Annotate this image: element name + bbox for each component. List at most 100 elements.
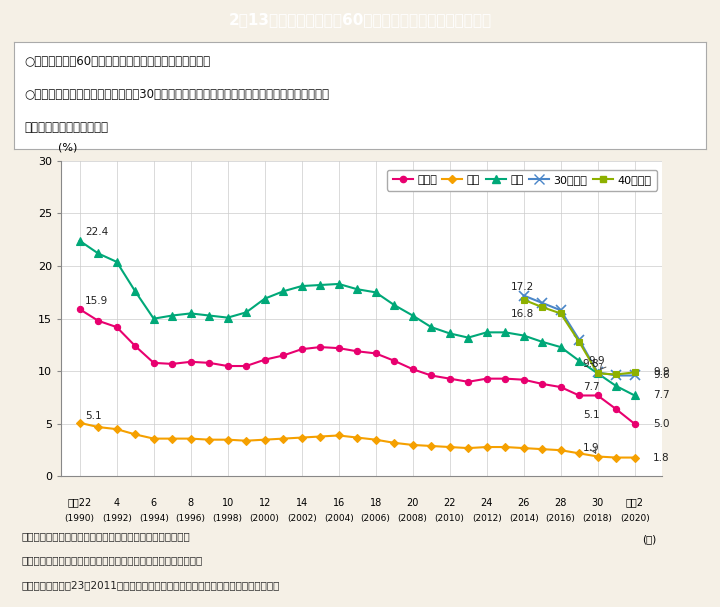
30代男性 bbox=[538, 299, 546, 307]
女性 bbox=[279, 435, 287, 443]
Text: (1994): (1994) bbox=[139, 514, 168, 523]
Text: (年): (年) bbox=[642, 534, 657, 544]
Text: (2006): (2006) bbox=[361, 514, 391, 523]
男性 bbox=[482, 329, 491, 336]
Text: ２．非農林業雇用者数（休業者を除く）に占める割合。: ２．非農林業雇用者数（休業者を除く）に占める割合。 bbox=[22, 555, 202, 565]
Text: (%): (%) bbox=[58, 143, 77, 152]
Text: 15.9: 15.9 bbox=[85, 296, 109, 306]
30代男性 bbox=[557, 307, 565, 314]
Text: (2012): (2012) bbox=[472, 514, 502, 523]
Legend: 男女計, 女性, 男性, 30代男性, 40代男性: 男女計, 女性, 男性, 30代男性, 40代男性 bbox=[387, 169, 657, 191]
女性 bbox=[372, 436, 380, 443]
30代男性 bbox=[575, 336, 583, 344]
男女計 bbox=[612, 405, 621, 413]
40代男性 bbox=[630, 368, 639, 376]
女性 bbox=[168, 435, 176, 443]
男女計 bbox=[242, 362, 251, 370]
女性 bbox=[186, 435, 195, 443]
男女計 bbox=[575, 392, 583, 399]
女性 bbox=[205, 436, 214, 443]
男性 bbox=[390, 301, 398, 308]
Text: 17.2: 17.2 bbox=[510, 282, 534, 293]
男女計 bbox=[205, 359, 214, 367]
Text: 5.1: 5.1 bbox=[85, 411, 102, 421]
男性 bbox=[372, 289, 380, 296]
Text: 5.1: 5.1 bbox=[583, 410, 600, 419]
男女計 bbox=[316, 344, 325, 351]
30代男性 bbox=[630, 372, 639, 379]
Text: 10: 10 bbox=[222, 498, 234, 507]
Line: 男女計: 男女計 bbox=[76, 306, 638, 427]
女性 bbox=[242, 437, 251, 444]
男女計 bbox=[131, 342, 140, 350]
Text: (2002): (2002) bbox=[287, 514, 317, 523]
Text: 比べて高くなっている。: 比べて高くなっている。 bbox=[24, 121, 109, 134]
Text: 1.8: 1.8 bbox=[653, 453, 670, 463]
女性 bbox=[76, 419, 84, 427]
Text: 平成22: 平成22 bbox=[68, 498, 92, 507]
女性 bbox=[557, 447, 565, 454]
Text: 4: 4 bbox=[114, 498, 120, 507]
男女計 bbox=[464, 378, 472, 385]
男女計 bbox=[76, 305, 84, 313]
女性 bbox=[94, 424, 102, 431]
女性 bbox=[612, 454, 621, 461]
女性 bbox=[482, 443, 491, 450]
男性 bbox=[519, 332, 528, 339]
Text: (2020): (2020) bbox=[620, 514, 649, 523]
女性 bbox=[427, 443, 436, 450]
Text: ○男女別に見ると、子育て期にある30代から４０代の男性において、女性や他の年代の男性と: ○男女別に見ると、子育て期にある30代から４０代の男性において、女性や他の年代の… bbox=[24, 88, 330, 101]
Text: 26: 26 bbox=[518, 498, 530, 507]
40代男性 bbox=[538, 304, 546, 311]
Line: 男性: 男性 bbox=[76, 237, 639, 399]
Text: (1996): (1996) bbox=[176, 514, 206, 523]
Text: （備考）１．総務省「労働力調査（基本集計）」より作成。: （備考）１．総務省「労働力調査（基本集計）」より作成。 bbox=[22, 531, 190, 541]
40代男性 bbox=[557, 310, 565, 317]
女性 bbox=[334, 432, 343, 439]
Line: 30代男性: 30代男性 bbox=[519, 291, 639, 381]
男性 bbox=[446, 330, 454, 337]
Text: 9.9: 9.9 bbox=[588, 356, 605, 366]
Text: (2014): (2014) bbox=[509, 514, 539, 523]
男性 bbox=[297, 282, 306, 290]
男性 bbox=[94, 250, 102, 257]
Text: 7.7: 7.7 bbox=[653, 390, 670, 401]
30代男性 bbox=[612, 372, 621, 379]
Text: 18: 18 bbox=[369, 498, 382, 507]
Text: 22.4: 22.4 bbox=[85, 226, 109, 237]
男女計 bbox=[334, 345, 343, 352]
男女計 bbox=[501, 375, 510, 382]
Text: 12: 12 bbox=[258, 498, 271, 507]
男性 bbox=[149, 315, 158, 322]
男女計 bbox=[353, 348, 361, 355]
Text: 2－13図　週間就業時隖60時間以上の雇用者の割合の推移: 2－13図 週間就業時隖60時間以上の雇用者の割合の推移 bbox=[228, 12, 492, 27]
女性 bbox=[519, 444, 528, 452]
男性 bbox=[131, 288, 140, 295]
男性 bbox=[242, 309, 251, 316]
女性 bbox=[575, 450, 583, 457]
Text: 16: 16 bbox=[333, 498, 345, 507]
Text: (2004): (2004) bbox=[324, 514, 354, 523]
Text: 14: 14 bbox=[295, 498, 308, 507]
男女計 bbox=[482, 375, 491, 382]
男女計 bbox=[446, 375, 454, 382]
Text: 1.9: 1.9 bbox=[583, 443, 600, 453]
Text: 9.9: 9.9 bbox=[653, 367, 670, 378]
女性 bbox=[149, 435, 158, 443]
男女計 bbox=[408, 365, 417, 373]
30代男性 bbox=[519, 292, 528, 299]
男女計 bbox=[519, 376, 528, 384]
男性 bbox=[575, 357, 583, 364]
男性 bbox=[76, 237, 84, 245]
Text: 16.8: 16.8 bbox=[510, 309, 534, 319]
Text: 20: 20 bbox=[407, 498, 419, 507]
Text: 5.0: 5.0 bbox=[653, 419, 670, 429]
男女計 bbox=[112, 324, 121, 331]
男性 bbox=[464, 334, 472, 341]
Text: 8: 8 bbox=[188, 498, 194, 507]
Text: (2016): (2016) bbox=[546, 514, 575, 523]
Text: 9.8: 9.8 bbox=[583, 359, 600, 369]
40代男性 bbox=[612, 371, 621, 378]
男性 bbox=[593, 370, 602, 377]
Text: (2000): (2000) bbox=[250, 514, 279, 523]
